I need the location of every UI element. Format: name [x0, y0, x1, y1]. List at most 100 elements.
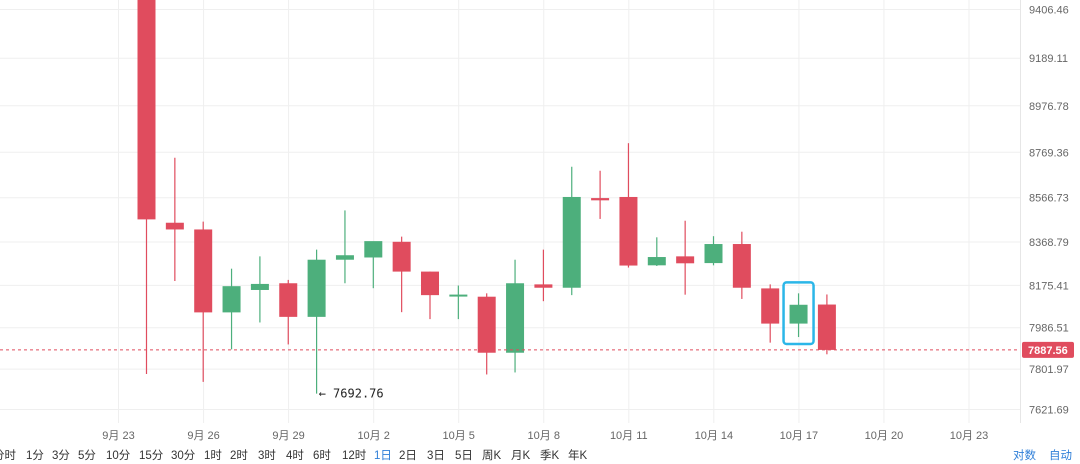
x-axis-tick-label: 9月 29	[272, 430, 304, 442]
candlestick-chart[interactable]: ← 7692.76 9406.46 9189.11 8976.78 8769.36 856…	[0, 0, 1080, 444]
candle	[137, 0, 156, 375]
grid-lines	[0, 0, 1020, 423]
tab-timeframe-1m[interactable]: 1分	[26, 450, 44, 462]
log-scale-button[interactable]: 对数	[1013, 450, 1036, 462]
candle	[392, 236, 411, 313]
x-axis-tick-label: 10月 8	[528, 430, 560, 442]
last-price-tag-background	[1022, 341, 1074, 358]
y-axis-tick-label: 8368.79	[1029, 237, 1069, 249]
y-axis-tick-label: 8566.73	[1029, 193, 1069, 205]
candle	[506, 259, 525, 373]
last-price-tag: 7887.56	[1022, 341, 1074, 358]
candle	[619, 143, 638, 268]
x-axis-tick-label: 10月 5	[442, 430, 474, 442]
candle	[222, 268, 241, 350]
tab-timeframe-10m[interactable]: 10分	[106, 450, 131, 462]
y-axis-tick-label: 8769.36	[1029, 147, 1069, 159]
x-axis-tick-label: 9月 26	[187, 430, 219, 442]
x-axis-tick-label: 10月 2	[357, 430, 389, 442]
candle	[364, 241, 383, 289]
x-axis-tick-label: 10月 17	[780, 430, 819, 442]
candle	[449, 285, 468, 320]
tab-timeframe-1d[interactable]: 1日	[374, 450, 392, 462]
candle-body	[392, 241, 411, 272]
candle	[562, 166, 581, 296]
y-axis-tick-label: 9189.11	[1029, 53, 1068, 65]
x-axis-labels: 9月 23 9月 26 9月 29 10月 2 10月 5 10月 8 10月 11 10月 …	[102, 430, 988, 442]
tab-timeframe-3d[interactable]: 3日	[427, 450, 445, 462]
candle-body	[647, 257, 666, 266]
x-axis-tick-label: 10月 20	[865, 430, 904, 442]
candle-body	[335, 255, 354, 260]
tab-timeframe-4h[interactable]: 4时	[286, 450, 304, 462]
tab-timeframe-12h[interactable]: 12时	[342, 450, 367, 462]
candle-body	[817, 304, 836, 350]
candle-body	[477, 296, 496, 353]
candle	[194, 221, 213, 382]
candle-body	[449, 294, 468, 297]
x-axis-tick-label: 10月 14	[695, 430, 734, 442]
candle-body	[619, 196, 638, 266]
candle	[676, 220, 695, 295]
x-axis-tick-label: 10月 23	[950, 430, 989, 442]
y-axis-labels: 9406.46 9189.11 8976.78 8769.36 8566.73 8368.…	[1029, 5, 1069, 417]
candle-body	[789, 304, 808, 324]
tab-timeframe-3h[interactable]: 3时	[258, 450, 276, 462]
candle-body	[732, 244, 751, 288]
candle-body	[506, 283, 525, 353]
tab-timeframe-year[interactable]: 年K	[568, 450, 588, 462]
candle-body	[364, 241, 383, 258]
candle-body	[421, 271, 439, 296]
x-axis-tick-label: 10月 11	[610, 430, 648, 442]
candle	[761, 284, 780, 343]
tab-timeframe-6h[interactable]: 6时	[313, 450, 331, 462]
candle	[165, 157, 184, 282]
candle	[335, 210, 354, 284]
x-axis-tick-label: 9月 23	[102, 430, 134, 442]
candle	[817, 294, 836, 355]
tab-timeframe-2h[interactable]: 2时	[230, 450, 248, 462]
timeframe-toolbar: 分时 1分 3分 5分 10分 15分 30分 1时 2时 3时 4时 6时 1…	[0, 444, 1080, 464]
tab-timeframe-30m[interactable]: 30分	[171, 450, 196, 462]
candle-body	[562, 196, 581, 288]
candle-body	[279, 283, 298, 317]
tab-timeframe-5d[interactable]: 5日	[455, 450, 473, 462]
candle	[421, 271, 439, 320]
candle-body	[137, 0, 156, 220]
last-price-tag-label: 7887.56	[1028, 345, 1068, 357]
tab-timeframe-15m[interactable]: 15分	[139, 450, 164, 462]
auto-scale-button[interactable]: 自动	[1049, 450, 1072, 462]
candle	[477, 293, 496, 375]
candle	[279, 279, 298, 345]
candle-body	[534, 284, 553, 288]
candle	[647, 237, 666, 266]
y-axis-tick-label: 9406.46	[1029, 5, 1069, 17]
candle	[591, 170, 610, 219]
candles-group	[137, 0, 836, 394]
highlighted-candle-box	[782, 281, 815, 346]
candle	[307, 249, 326, 394]
candle	[250, 256, 269, 323]
tab-timeframe-1h[interactable]: 1时	[204, 450, 222, 462]
candle-body	[591, 198, 610, 201]
tab-timeframe-month[interactable]: 月K	[511, 450, 531, 462]
tab-timeframe-5m[interactable]: 5分	[78, 450, 96, 462]
candle	[732, 231, 751, 299]
y-axis-tick-label: 8175.41	[1029, 280, 1069, 292]
tab-timeframe-2d[interactable]: 2日	[399, 450, 417, 462]
tab-timeframe-3m[interactable]: 3分	[52, 450, 70, 462]
tab-timeframe-fenshi[interactable]: 分时	[0, 450, 16, 462]
y-axis-tick-label: 7986.51	[1029, 323, 1069, 335]
tab-timeframe-week[interactable]: 周K	[482, 450, 502, 462]
candle-body	[250, 283, 269, 290]
y-axis-tick-label: 7801.97	[1029, 364, 1069, 376]
y-axis-tick-label: 7621.69	[1029, 405, 1069, 417]
candle-body	[761, 288, 780, 324]
candle-body	[222, 286, 241, 313]
tab-timeframe-quarter[interactable]: 季K	[540, 450, 560, 462]
candle-body	[307, 259, 326, 317]
candle-body	[165, 222, 184, 230]
candle	[789, 293, 808, 338]
y-axis-tick-label: 8976.78	[1029, 101, 1069, 113]
min-price-annotation: ← 7692.76	[319, 387, 384, 401]
